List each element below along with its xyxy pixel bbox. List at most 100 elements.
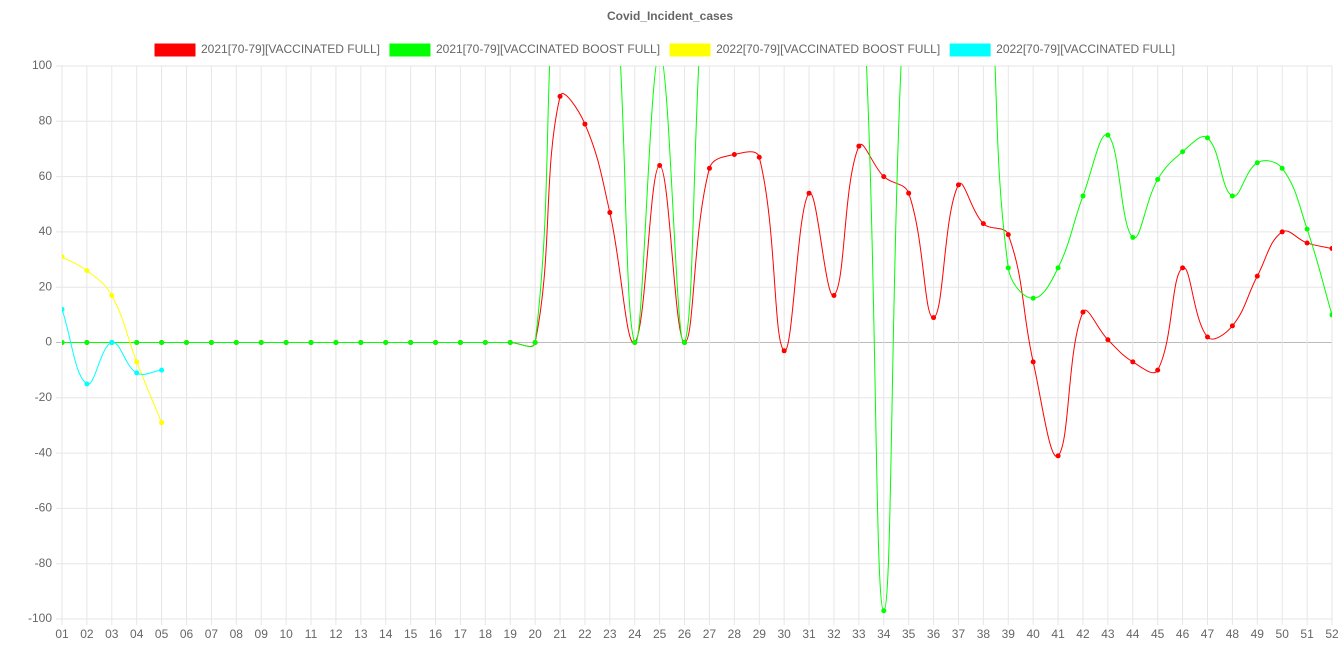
data-point	[955, 182, 961, 188]
data-point	[1130, 359, 1136, 365]
x-tick-label: 27	[703, 627, 717, 641]
data-point	[756, 154, 762, 160]
x-tick-label: 24	[628, 627, 642, 641]
data-point	[258, 340, 264, 345]
x-tick-label: 07	[205, 627, 219, 641]
data-point	[134, 370, 140, 376]
data-point	[408, 340, 414, 345]
grid: -100 -80 -60 -40 -20 0 20 40 60 80 100 01 02 03 04 05 06…	[28, 58, 1339, 641]
y-tick-label: -40	[35, 445, 53, 459]
data-point	[980, 221, 986, 227]
x-tick-label: 40	[1026, 627, 1040, 641]
data-point	[1005, 265, 1011, 271]
legend-swatch	[949, 43, 991, 57]
data-point	[283, 340, 289, 345]
data-point	[1080, 193, 1086, 199]
legend-swatch	[389, 43, 431, 57]
data-point	[1080, 309, 1086, 315]
x-tick-label: 04	[130, 627, 144, 641]
y-tick-label: -20	[35, 390, 53, 404]
data-point	[806, 190, 812, 196]
data-point	[84, 268, 90, 274]
x-tick-label: 47	[1201, 627, 1215, 641]
data-point	[482, 340, 488, 345]
data-point	[607, 210, 613, 216]
data-point	[1155, 367, 1161, 373]
data-point	[781, 348, 787, 354]
data-point	[1229, 323, 1235, 329]
x-tick-label: 51	[1300, 627, 1314, 641]
x-tick-label: 33	[852, 627, 866, 641]
data-point	[383, 340, 389, 345]
data-point	[159, 420, 165, 426]
x-tick-label: 50	[1276, 627, 1290, 641]
x-tick-label: 09	[255, 627, 269, 641]
data-point	[1204, 135, 1210, 141]
x-tick-label: 34	[877, 627, 891, 641]
data-point	[1279, 165, 1285, 171]
data-point	[184, 340, 190, 345]
data-point	[682, 340, 688, 345]
data-point	[1229, 193, 1235, 199]
data-point	[1030, 359, 1036, 365]
data-point	[706, 165, 712, 171]
data-point	[1254, 273, 1260, 279]
data-point	[1130, 234, 1136, 240]
x-tick-label: 23	[603, 627, 617, 641]
legend-label: 2021[70-79][VACCINATED BOOST FULL]	[436, 42, 660, 56]
data-point	[134, 359, 140, 365]
x-tick-label: 21	[553, 627, 567, 641]
data-point	[62, 254, 65, 260]
data-point	[62, 340, 65, 345]
data-point	[1304, 240, 1310, 246]
y-tick-label: 80	[39, 113, 53, 127]
chart-title: Covid_Incident_cases	[607, 9, 733, 23]
x-tick-label: 05	[155, 627, 169, 641]
x-tick-label: 52	[1325, 627, 1339, 641]
data-point	[159, 367, 165, 373]
x-tick-label: 06	[180, 627, 194, 641]
x-tick-label: 01	[55, 627, 69, 641]
series-line	[62, 66, 1332, 612]
data-point	[84, 381, 90, 387]
data-point	[831, 292, 837, 298]
data-point	[1254, 160, 1260, 166]
data-point	[62, 306, 65, 312]
data-point	[632, 340, 638, 345]
legend-label: 2022[70-79][VACCINATED FULL]	[996, 42, 1175, 56]
data-point	[1030, 295, 1036, 301]
x-tick-label: 42	[1076, 627, 1090, 641]
data-point	[1005, 232, 1011, 238]
data-point	[856, 143, 862, 149]
x-tick-label: 44	[1126, 627, 1140, 641]
x-tick-label: 15	[404, 627, 418, 641]
legend: 2021[70-79][VACCINATED FULL] 2021[70-79][…	[154, 42, 1175, 57]
series-line	[62, 93, 1332, 457]
legend-label: 2021[70-79][VACCINATED FULL]	[201, 42, 380, 56]
data-point	[358, 340, 364, 345]
x-tick-label: 45	[1151, 627, 1165, 641]
x-tick-label: 13	[354, 627, 368, 641]
x-tick-label: 29	[753, 627, 767, 641]
x-tick-label: 37	[952, 627, 966, 641]
x-tick-label: 14	[379, 627, 393, 641]
data-point	[1329, 245, 1332, 251]
y-tick-label: 60	[39, 169, 53, 183]
data-point	[1105, 132, 1111, 138]
x-tick-label: 41	[1051, 627, 1065, 641]
x-tick-label: 30	[777, 627, 791, 641]
data-point	[1204, 334, 1210, 340]
x-tick-label: 43	[1101, 627, 1115, 641]
data-point	[582, 121, 588, 127]
x-tick-label: 25	[653, 627, 667, 641]
data-point	[906, 190, 912, 196]
x-tick-label: 28	[728, 627, 742, 641]
y-tick-label: 40	[39, 224, 53, 238]
data-point	[1155, 176, 1161, 182]
data-point	[881, 608, 887, 614]
x-tick-label: 16	[429, 627, 443, 641]
data-point	[1304, 226, 1310, 232]
data-point	[657, 163, 663, 169]
data-point	[931, 315, 937, 321]
